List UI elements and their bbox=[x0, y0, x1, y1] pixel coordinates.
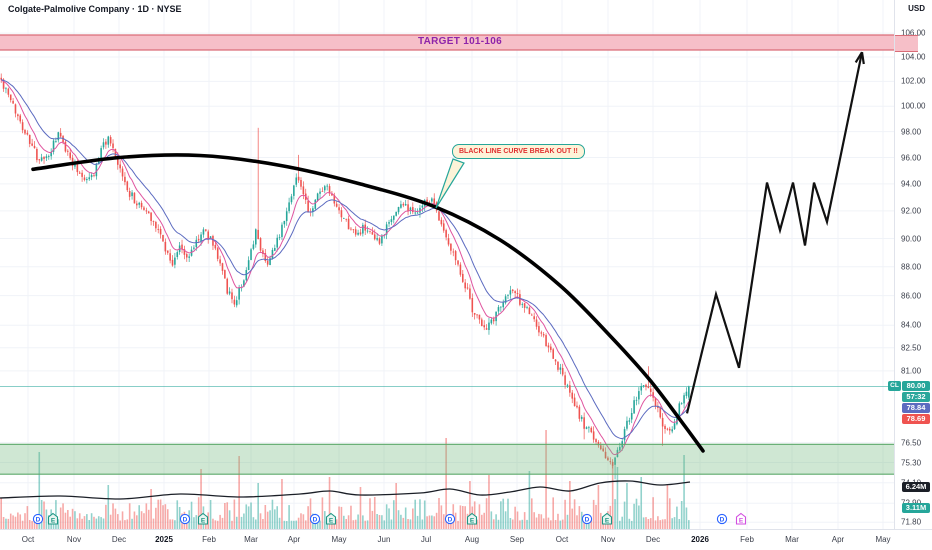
time-tick: Feb bbox=[202, 535, 216, 544]
price-tick: 82.50 bbox=[901, 343, 922, 353]
svg-text:E: E bbox=[329, 517, 334, 524]
time-tick: Sep bbox=[509, 535, 525, 544]
time-tick: Apr bbox=[831, 535, 845, 544]
svg-text:D: D bbox=[585, 517, 590, 524]
time-tick: Nov bbox=[600, 535, 616, 544]
price-tick: 76.50 bbox=[901, 438, 922, 448]
last-price-label: 80.00 bbox=[902, 381, 930, 391]
price-tick: 94.00 bbox=[901, 179, 922, 189]
price-tick: 96.00 bbox=[901, 153, 922, 162]
price-tick: 71.80 bbox=[901, 517, 922, 527]
svg-text:E: E bbox=[739, 517, 744, 524]
candles-layer bbox=[0, 73, 690, 480]
currency-label: USD bbox=[908, 4, 925, 13]
time-tick: May bbox=[875, 535, 891, 544]
time-tick: Feb bbox=[740, 535, 754, 544]
price-tick: 84.00 bbox=[901, 320, 922, 330]
target-zone-axis-marker bbox=[895, 35, 918, 52]
svg-text:D: D bbox=[448, 517, 453, 524]
breakout-callout[interactable]: BLACK LINE CURVE BREAK OUT !! bbox=[452, 144, 585, 159]
price-tick: 102.00 bbox=[901, 76, 926, 86]
time-tick: 2025 bbox=[155, 535, 173, 544]
price-axis[interactable]: 106.00 104.00 102.00 100.00 98.00 96.00 94.00 9… bbox=[894, 0, 932, 530]
time-axis[interactable]: Oct Nov Dec 2025 Feb Mar Apr May Jun Jul Aug Sep Oct… bbox=[0, 529, 932, 550]
curve-trendline bbox=[31, 153, 705, 453]
symbol-title[interactable]: Colgate-Palmolive Company · 1D · NYSE bbox=[8, 4, 182, 14]
svg-text:E: E bbox=[51, 517, 56, 524]
ma-fast-price-label: 78.69 bbox=[902, 414, 930, 424]
price-tick: 92.00 bbox=[901, 206, 922, 216]
price-tick: 88.00 bbox=[901, 262, 922, 272]
ma-fast-line bbox=[0, 79, 690, 456]
bar-countdown-label: 57:32 bbox=[902, 392, 930, 402]
svg-text:E: E bbox=[470, 517, 475, 524]
time-tick: Oct bbox=[21, 535, 35, 544]
time-tick: Mar bbox=[244, 535, 258, 544]
projection-path bbox=[685, 51, 865, 414]
svg-text:D: D bbox=[36, 517, 41, 524]
svg-text:D: D bbox=[720, 517, 725, 524]
price-tick: 106.00 bbox=[901, 28, 926, 38]
svg-text:D: D bbox=[183, 517, 188, 524]
volume-value-label: 3.11M bbox=[902, 503, 930, 513]
ma-slow-line bbox=[0, 79, 690, 440]
dividend-earnings-markers: D D D D DE E E E E D E bbox=[32, 512, 747, 525]
price-tick: 100.00 bbox=[901, 101, 926, 111]
price-tick: 90.00 bbox=[901, 234, 922, 243]
target-zone bbox=[0, 34, 895, 51]
time-tick: Jun bbox=[377, 535, 391, 544]
svg-text:E: E bbox=[201, 517, 206, 524]
time-tick: Mar bbox=[785, 535, 799, 544]
time-tick: Dec bbox=[111, 535, 127, 544]
volume-ma-label: 6.24M bbox=[902, 482, 930, 492]
price-tick: 81.00 bbox=[901, 366, 922, 376]
ma-slow-price-label: 78.84 bbox=[902, 403, 930, 413]
support-zone bbox=[0, 443, 895, 475]
callout-tail bbox=[435, 158, 465, 209]
grid-layer bbox=[0, 0, 895, 530]
time-tick: Aug bbox=[464, 535, 480, 544]
time-tick: Nov bbox=[66, 535, 82, 544]
price-tick: 104.00 bbox=[901, 52, 926, 62]
time-tick: Dec bbox=[645, 535, 661, 544]
target-zone-label: TARGET 101-106 bbox=[417, 36, 503, 47]
price-tick: 98.00 bbox=[901, 127, 922, 137]
symbol-tag: CL bbox=[888, 381, 901, 391]
time-tick: 2026 bbox=[691, 535, 709, 544]
time-tick: Apr bbox=[287, 535, 301, 544]
time-tick: Oct bbox=[555, 535, 569, 544]
time-tick: May bbox=[331, 535, 347, 544]
price-tick: 75.30 bbox=[901, 458, 922, 467]
svg-text:E: E bbox=[605, 517, 610, 524]
price-tick: 86.00 bbox=[901, 291, 922, 301]
time-tick: Jul bbox=[420, 535, 432, 544]
svg-text:D: D bbox=[313, 517, 318, 524]
volume-ma-line bbox=[0, 480, 691, 500]
